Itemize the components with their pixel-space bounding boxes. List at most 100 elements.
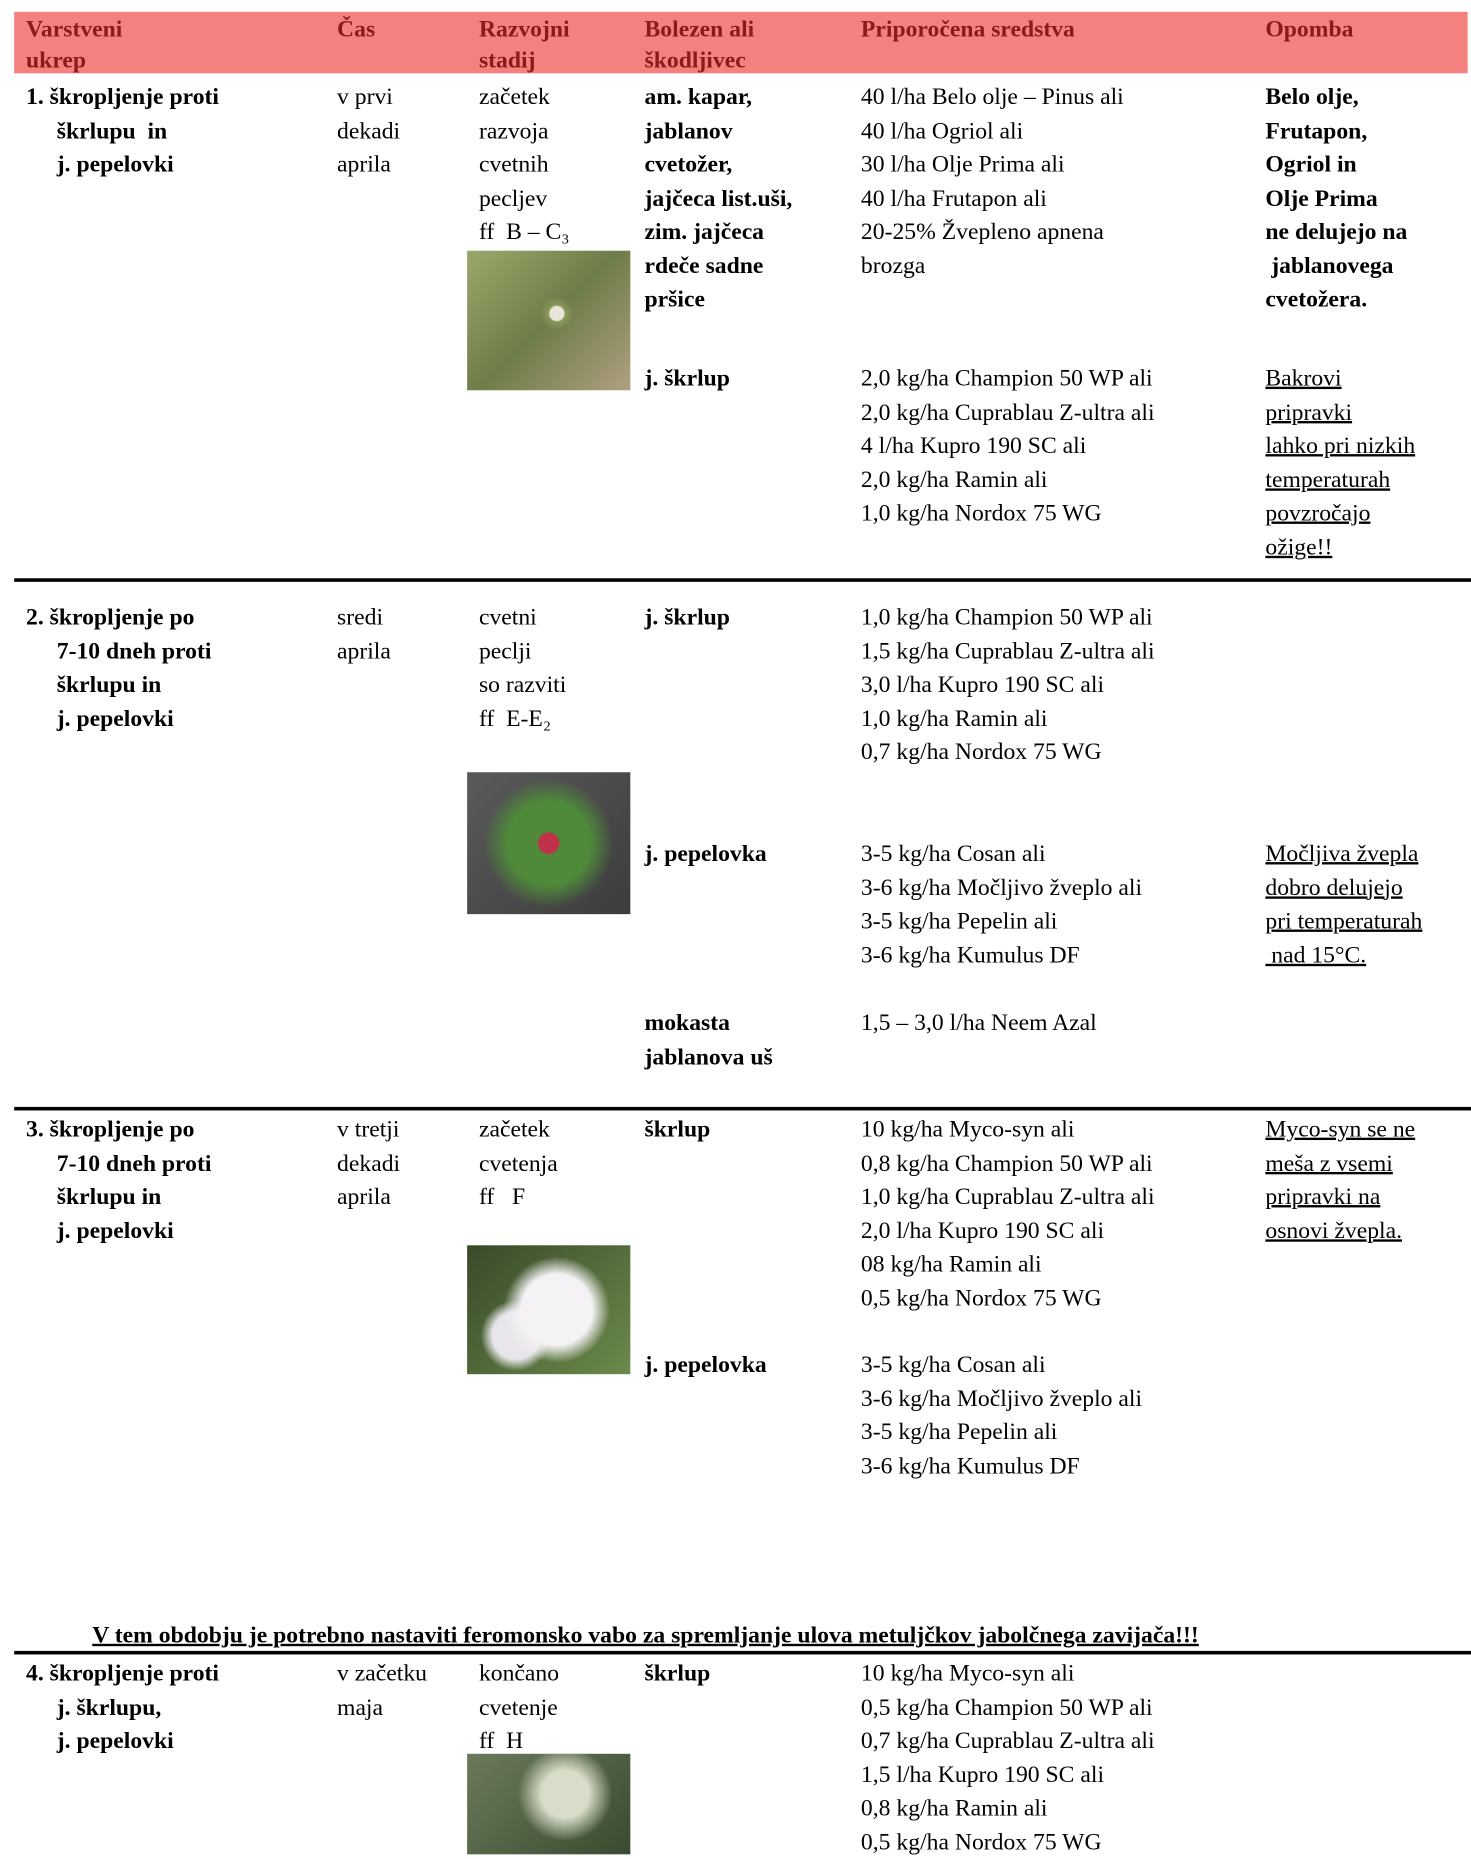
pest: pršice bbox=[645, 283, 705, 317]
time: sredi bbox=[337, 601, 383, 635]
pest: rdeče sadne bbox=[645, 249, 764, 283]
measure: 3. škropljenje po bbox=[26, 1113, 194, 1147]
stage: so razviti bbox=[479, 668, 566, 702]
stage: razvoja bbox=[479, 114, 549, 148]
pest: j. pepelovka bbox=[645, 837, 767, 871]
product: 3-6 kg/ha Kumulus DF bbox=[861, 938, 1080, 972]
time: dekadi bbox=[337, 114, 400, 148]
note: jablanovega bbox=[1265, 249, 1393, 283]
note: Myco-syn se ne bbox=[1265, 1113, 1415, 1147]
stage: začetek bbox=[479, 80, 550, 114]
note: Ogriol in bbox=[1265, 148, 1356, 182]
stage: ff F bbox=[479, 1180, 525, 1214]
product: 2,0 kg/ha Ramin ali bbox=[861, 463, 1048, 497]
product: 0,7 kg/ha Nordox 75 WG bbox=[861, 736, 1102, 770]
note: Belo olje, bbox=[1265, 80, 1358, 114]
note: temperaturah bbox=[1265, 463, 1390, 497]
measure: j. škrlupu, bbox=[57, 1691, 162, 1725]
stage: peclji bbox=[479, 634, 532, 668]
product: 2,0 kg/ha Champion 50 WP ali bbox=[861, 362, 1153, 396]
product: 1,0 kg/ha Champion 50 WP ali bbox=[861, 601, 1153, 635]
product: 10 kg/ha Myco-syn ali bbox=[861, 1657, 1074, 1691]
note: dobro delujejo bbox=[1265, 871, 1402, 905]
product: 40 l/ha Frutapon ali bbox=[861, 182, 1047, 216]
header-cell: stadij bbox=[479, 45, 536, 76]
stage: ff B – C₃ bbox=[479, 215, 570, 249]
note: Bakrovi bbox=[1265, 362, 1341, 396]
measure: škrlupu in bbox=[57, 668, 162, 702]
product: 20-25% Žvepleno apnena bbox=[861, 215, 1104, 249]
product: 3-6 kg/ha Močljivo žveplo ali bbox=[861, 1382, 1142, 1416]
note: lahko pri nizkih bbox=[1265, 429, 1415, 463]
product: 40 l/ha Belo olje – Pinus ali bbox=[861, 80, 1124, 114]
note: cvetožera. bbox=[1265, 283, 1367, 317]
note: pripravki bbox=[1265, 396, 1352, 430]
document: V tem obdobju je potrebno nastaviti fero… bbox=[0, 0, 1471, 1854]
product: 1,0 kg/ha Nordox 75 WG bbox=[861, 497, 1102, 531]
stage: cvetenja bbox=[479, 1147, 558, 1181]
note: ožige!! bbox=[1265, 530, 1332, 564]
photo bbox=[467, 772, 630, 914]
stage: cvetni bbox=[479, 601, 537, 635]
note: Olje Prima bbox=[1265, 182, 1377, 216]
product: 30 l/ha Olje Prima ali bbox=[861, 148, 1065, 182]
measure: 2. škropljenje po bbox=[26, 601, 194, 635]
product: 3-5 kg/ha Cosan ali bbox=[861, 837, 1046, 871]
measure: j. pepelovki bbox=[57, 702, 174, 736]
photo bbox=[467, 251, 630, 391]
product: 3-6 kg/ha Kumulus DF bbox=[861, 1449, 1080, 1483]
header-cell: škodljivec bbox=[645, 45, 746, 76]
measure: 7-10 dneh proti bbox=[57, 634, 212, 668]
product: 3-5 kg/ha Pepelin ali bbox=[861, 905, 1057, 939]
header-cell: Bolezen ali bbox=[645, 14, 755, 45]
time: aprila bbox=[337, 148, 391, 182]
banner: V tem obdobju je potrebno nastaviti fero… bbox=[92, 1619, 1199, 1653]
product: 3-6 kg/ha Močljivo žveplo ali bbox=[861, 871, 1142, 905]
header-cell: Varstveni bbox=[26, 14, 122, 45]
note: nad 15°C. bbox=[1265, 938, 1366, 972]
product: 10 kg/ha Myco-syn ali bbox=[861, 1113, 1074, 1147]
time: aprila bbox=[337, 634, 391, 668]
product: 2,0 l/ha Kupro 190 SC ali bbox=[861, 1214, 1104, 1248]
measure: j. pepelovki bbox=[57, 148, 174, 182]
measure: škrlupu in bbox=[57, 1180, 162, 1214]
note: Frutapon, bbox=[1265, 114, 1367, 148]
pest: j. škrlup bbox=[645, 362, 730, 396]
stage: cvetnih bbox=[479, 148, 549, 182]
product: 08 kg/ha Ramin ali bbox=[861, 1248, 1042, 1282]
note: ne delujejo na bbox=[1265, 215, 1407, 249]
product: 2,0 kg/ha Cuprablau Z-ultra ali bbox=[861, 396, 1155, 430]
pest: j. pepelovka bbox=[645, 1348, 767, 1382]
stage: cvetenje bbox=[479, 1691, 558, 1725]
product: 0,7 kg/ha Cuprablau Z-ultra ali bbox=[861, 1724, 1155, 1758]
product: 1,5 l/ha Kupro 190 SC ali bbox=[861, 1758, 1104, 1792]
pest: am. kapar, bbox=[645, 80, 753, 114]
product: 1,0 kg/ha Ramin ali bbox=[861, 702, 1048, 736]
row-divider bbox=[14, 578, 1471, 582]
product: 1,0 kg/ha Cuprablau Z-ultra ali bbox=[861, 1180, 1155, 1214]
pest: j. škrlup bbox=[645, 601, 730, 635]
note: povzročajo bbox=[1265, 497, 1370, 531]
stage: ff H bbox=[479, 1724, 523, 1758]
pest: škrlup bbox=[645, 1113, 711, 1147]
measure: 4. škropljenje proti bbox=[26, 1657, 219, 1691]
pest: cvetožer, bbox=[645, 148, 733, 182]
product: 1,5 kg/ha Cuprablau Z-ultra ali bbox=[861, 634, 1155, 668]
header-cell: Priporočena sredstva bbox=[861, 14, 1075, 45]
header-cell: Čas bbox=[337, 14, 375, 45]
pest: škrlup bbox=[645, 1657, 711, 1691]
product: 40 l/ha Ogriol ali bbox=[861, 114, 1023, 148]
page: {"header":[["Varstveni","ukrep"],["Čas"]… bbox=[0, 0, 1471, 1854]
time: aprila bbox=[337, 1180, 391, 1214]
row-divider bbox=[14, 1107, 1471, 1111]
product: 0,8 kg/ha Champion 50 WP ali bbox=[861, 1147, 1153, 1181]
product: 0,5 kg/ha Champion 50 WP ali bbox=[861, 1691, 1153, 1725]
stage: začetek bbox=[479, 1113, 550, 1147]
pest: jajčeca list.uši, bbox=[645, 182, 793, 216]
header-cell: Opomba bbox=[1265, 14, 1353, 45]
time: dekadi bbox=[337, 1147, 400, 1181]
measure: 7-10 dneh proti bbox=[57, 1147, 212, 1181]
product: 3-5 kg/ha Cosan ali bbox=[861, 1348, 1046, 1382]
note: pripravki na bbox=[1265, 1180, 1380, 1214]
stage: končano bbox=[479, 1657, 559, 1691]
